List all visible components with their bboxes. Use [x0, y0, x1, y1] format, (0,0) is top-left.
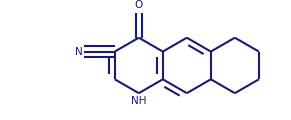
Text: N: N	[75, 47, 82, 57]
Text: NH: NH	[131, 96, 147, 106]
Text: O: O	[135, 0, 143, 10]
